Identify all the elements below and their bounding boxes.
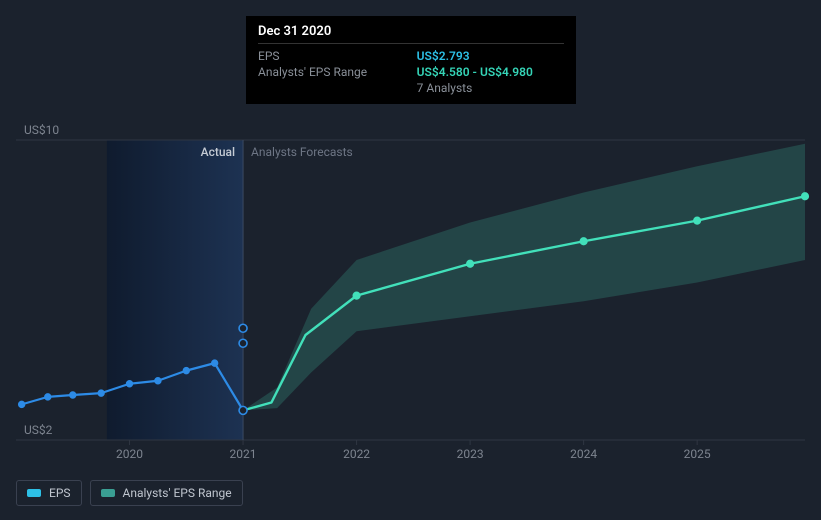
eps-actual-marker[interactable]: [211, 360, 217, 366]
tooltip-range-high: US$4.980: [480, 65, 533, 79]
chart-legend: EPS Analysts' EPS Range: [16, 480, 243, 506]
y-axis-label: US$10: [24, 123, 59, 137]
tooltip-range-sep: -: [470, 65, 480, 79]
chart-tooltip: Dec 31 2020 EPS US$2.793 Analysts' EPS R…: [246, 16, 576, 104]
legend-label-range: Analysts' EPS Range: [123, 486, 232, 500]
eps-chart: US$10 US$2 2020 2021 2022 2023 2024 2025 Actual…: [0, 0, 821, 520]
x-axis-label: 2021: [230, 447, 257, 461]
x-axis-label: 2020: [116, 447, 143, 461]
eps-actual-marker[interactable]: [98, 390, 104, 396]
legend-item-eps[interactable]: EPS: [16, 480, 82, 506]
eps-range-marker[interactable]: [239, 339, 247, 347]
eps-forecast-marker[interactable]: [801, 193, 808, 200]
legend-swatch-range: [101, 489, 115, 497]
tooltip-range-label: Analysts' EPS Range: [258, 64, 417, 80]
x-axis-label: 2022: [343, 447, 370, 461]
tooltip-date: Dec 31 2020: [258, 24, 564, 39]
forecast-band: [243, 144, 805, 411]
tooltip-analyst-count: 7 Analysts: [417, 81, 473, 95]
eps-actual-marker[interactable]: [18, 401, 24, 407]
actual-region-shade: [107, 140, 243, 440]
x-axis-label: 2024: [570, 447, 597, 461]
legend-item-range[interactable]: Analysts' EPS Range: [90, 480, 243, 506]
eps-actual-marker[interactable]: [155, 378, 161, 384]
region-label-forecasts: Analysts Forecasts: [251, 145, 353, 159]
tooltip-eps-value: US$2.793: [417, 49, 470, 63]
legend-swatch-eps: [27, 489, 41, 497]
region-label-actual: Actual: [201, 145, 235, 159]
tooltip-range-low: US$4.580: [417, 65, 470, 79]
x-axis-label: 2025: [684, 447, 711, 461]
x-axis-label: 2023: [457, 447, 484, 461]
eps-range-marker[interactable]: [239, 406, 247, 414]
tooltip-eps-label: EPS: [258, 48, 417, 64]
eps-actual-marker[interactable]: [45, 394, 51, 400]
eps-range-marker[interactable]: [239, 324, 247, 332]
legend-label-eps: EPS: [49, 486, 71, 500]
eps-forecast-marker[interactable]: [353, 292, 360, 299]
eps-actual-marker[interactable]: [70, 392, 76, 398]
eps-forecast-marker[interactable]: [694, 217, 701, 224]
eps-actual-marker[interactable]: [183, 367, 189, 373]
eps-forecast-marker[interactable]: [580, 238, 587, 245]
eps-actual-marker[interactable]: [126, 381, 132, 387]
eps-forecast-marker[interactable]: [467, 260, 474, 267]
y-axis-label: US$2: [24, 423, 53, 437]
